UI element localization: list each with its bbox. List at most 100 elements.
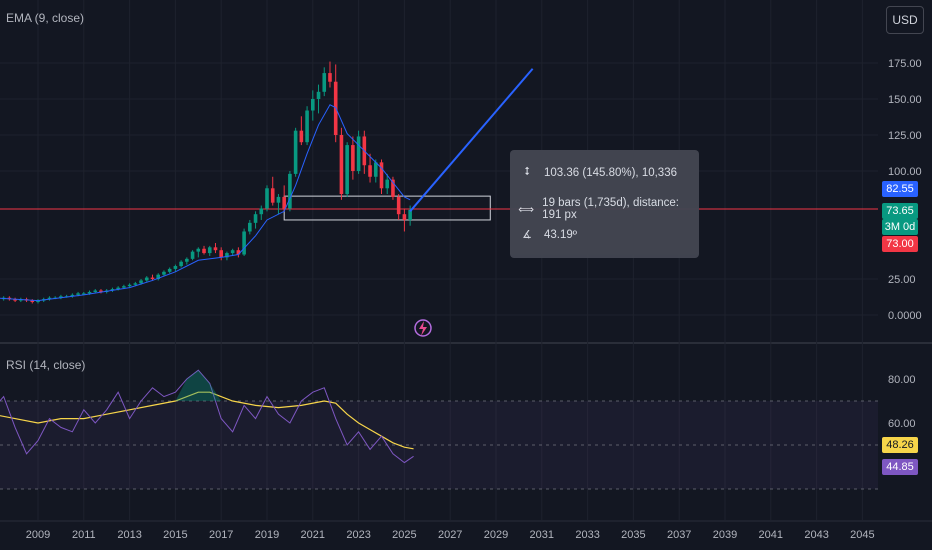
x-tick-label: 2029: [484, 529, 508, 541]
candle-body: [87, 291, 92, 294]
x-tick-label: 2043: [804, 529, 828, 541]
candle-body: [282, 196, 286, 209]
candle-body: [127, 284, 132, 287]
candle-body: [196, 248, 201, 252]
candle-body: [133, 283, 138, 285]
candle-body: [242, 231, 246, 255]
ema-price-badge: 82.55: [882, 181, 918, 197]
candle-body: [259, 208, 264, 215]
candle-body: [190, 251, 195, 259]
x-tick-label: 2027: [438, 529, 462, 541]
x-tick-label: 2035: [621, 529, 645, 541]
candle-body: [59, 296, 63, 298]
measure-price-row: ⭥ 103.36 (145.80%), 10,336: [518, 166, 677, 179]
y-tick-label: 100.00: [888, 166, 922, 178]
horizontal-range-icon: ⟺: [518, 203, 534, 216]
candle-body: [351, 145, 355, 171]
lightning-logo-icon: [414, 319, 432, 337]
candle-body: [156, 274, 161, 279]
candle-body: [225, 253, 229, 258]
candle-body: [328, 73, 332, 82]
candle-body: [99, 290, 103, 292]
candle-body: [299, 130, 304, 143]
candle-body: [379, 162, 384, 189]
x-tick-label: 2017: [209, 529, 233, 541]
candle-body: [116, 287, 120, 290]
candle-body: [47, 297, 52, 300]
y-tick-label: 0.0000: [888, 310, 922, 322]
candle-body: [173, 266, 178, 269]
candle-body: [150, 277, 155, 279]
candle-body: [391, 179, 395, 197]
measure-angle-row: ∡ 43.19º: [518, 228, 577, 242]
line-price-badge: 73.00: [882, 236, 918, 252]
candle-body: [248, 222, 252, 232]
y-tick-label: 25.00: [888, 274, 916, 286]
vertical-range-icon: ⭥: [524, 166, 530, 178]
candle-body: [13, 299, 17, 301]
x-tick-label: 2011: [72, 529, 96, 541]
y-tick-label: 150.00: [888, 94, 922, 106]
trend-line: [409, 68, 534, 212]
rsi-tick-label: 80.00: [888, 374, 916, 386]
y-tick-label: 175.00: [888, 58, 922, 70]
candle-body: [36, 300, 40, 303]
candle-body: [368, 165, 372, 177]
x-tick-label: 2031: [530, 529, 554, 541]
rsi-overbought-fill: [175, 370, 222, 401]
candle-body: [276, 196, 281, 203]
candle-body: [345, 145, 349, 195]
x-tick-label: 2039: [713, 529, 737, 541]
candle-body: [311, 99, 315, 111]
candle-body: [402, 214, 407, 220]
currency-button[interactable]: USD: [886, 6, 924, 34]
y-tick-label: 125.00: [888, 130, 922, 142]
candle-body: [236, 250, 241, 255]
x-tick-label: 2021: [301, 529, 325, 541]
candle-body: [265, 188, 269, 209]
candle-body: [76, 293, 80, 295]
rsi-band: [0, 401, 878, 489]
x-tick-label: 2023: [346, 529, 370, 541]
candle-body: [270, 188, 275, 203]
candle-body: [30, 300, 35, 303]
candle-body: [139, 280, 143, 284]
measure-tooltip: ⭥ 103.36 (145.80%), 10,336 ⟺ 19 bars (1,…: [510, 150, 699, 258]
rsi-legend[interactable]: RSI (14, close): [6, 358, 86, 372]
candle-body: [202, 248, 206, 254]
x-tick-label: 2045: [850, 529, 874, 541]
candle-body: [396, 196, 401, 215]
angle-icon: ∡: [522, 229, 532, 241]
measure-angle: 43.19º: [544, 228, 577, 241]
candle-body: [305, 110, 309, 143]
candle-body: [219, 250, 223, 258]
rsi-tick-label: 60.00: [888, 418, 916, 430]
measure-bars-distance: 19 bars (1,735d), distance: 191 px: [542, 197, 679, 221]
candle-body: [293, 130, 298, 174]
candle-body: [122, 286, 126, 288]
x-tick-label: 2019: [255, 529, 279, 541]
measure-price-change: 103.36 (145.80%), 10,336: [544, 166, 677, 179]
x-tick-label: 2041: [759, 529, 783, 541]
ema-legend[interactable]: EMA (9, close): [6, 11, 85, 25]
rsi-ma-line: [0, 391, 414, 450]
candle-body: [408, 209, 412, 220]
x-tick-label: 2013: [117, 529, 141, 541]
x-tick-label: 2009: [26, 529, 50, 541]
last-price-badge: 73.65: [882, 203, 918, 219]
x-tick-label: 2025: [392, 529, 416, 541]
candle-body: [207, 247, 212, 254]
candle-body: [288, 173, 292, 209]
candle-body: [213, 247, 218, 251]
candle-body: [93, 290, 98, 292]
x-tick-label: 2033: [575, 529, 599, 541]
candle-body: [322, 73, 327, 92]
candle-body: [339, 135, 344, 195]
x-tick-label: 2015: [163, 529, 187, 541]
candle-body: [316, 91, 321, 99]
candle-body: [185, 258, 189, 262]
candle-body: [373, 162, 378, 177]
candle-body: [144, 277, 149, 281]
